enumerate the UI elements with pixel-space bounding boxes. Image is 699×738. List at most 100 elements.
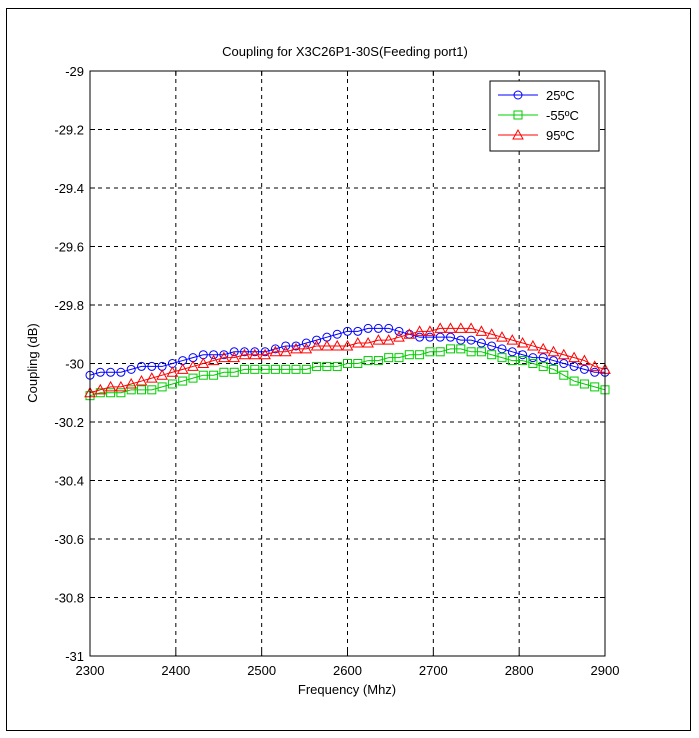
data-point [353,359,363,368]
data-point [147,361,157,371]
data-point [312,361,322,371]
data-point [260,347,270,357]
data-point [454,322,467,333]
data-point [281,364,291,374]
data-point [198,370,208,380]
data-point [578,354,591,366]
data-point [434,322,447,333]
data-point [115,380,127,392]
x-axis-label: Frequency (Mhz) [298,682,396,697]
data-point [382,334,395,345]
data-point [559,359,569,368]
data-point [394,353,404,363]
data-point [590,382,600,392]
data-point [579,364,589,374]
data-point [547,345,560,357]
data-point [240,364,249,374]
data-point [568,351,580,363]
data-point [415,332,425,342]
data-point [229,367,239,377]
data-point [384,353,394,363]
data-point [507,347,517,357]
y-tick-label: -30.4 [54,474,84,489]
data-point [125,377,138,389]
axis-ticks: 2300 2400 2500 2600 2700 2800 2900 -31 -30.8 -30.… [54,64,619,678]
data-point [569,376,579,386]
plot-area-border [89,70,606,657]
legend-label: 95ºC [546,128,575,143]
data-point [250,347,260,357]
data-point [487,350,497,360]
data-point [145,372,158,383]
data-point [341,339,354,351]
data-point [351,336,364,348]
chart-title: Coupling for X3C26P1-30S(Feeding port1) [222,44,468,59]
series-line [89,348,606,397]
data-point [312,335,322,345]
data-point [343,326,352,336]
data-point [549,356,558,366]
data-point [497,344,507,354]
data-point [404,350,414,360]
y-tick-label: -29.4 [54,181,84,196]
data-point [557,348,570,360]
y-tick-label: -31 [65,649,84,664]
data-point [435,332,445,342]
legend-box [489,80,600,152]
y-tick-label: -29 [65,64,84,79]
data-point [106,388,116,398]
data-point [178,376,188,386]
data-point [188,373,198,383]
data-point [187,360,199,371]
data-point [538,353,548,363]
data-point [559,370,569,380]
data-point [516,336,529,348]
data-point [135,375,148,386]
data-point [588,360,601,371]
data-point [435,347,445,357]
data-point [167,379,177,389]
data-point [424,325,436,336]
data-point [228,351,241,363]
legend-label: -55ºC [546,108,579,123]
data-point [393,331,405,342]
x-tick-label: 2400 [161,663,190,678]
data-point [250,364,260,374]
data-point [238,348,251,360]
data-point [331,339,344,351]
series-2 [84,322,611,398]
data-point [425,347,435,357]
data-point [281,341,291,351]
series-line [89,327,606,394]
grid [90,71,605,656]
series-1 [85,344,610,401]
data-point [485,328,498,339]
y-axis-label: Coupling (dB) [25,323,40,403]
data-point [497,353,507,363]
legend-marker [513,110,523,120]
data-point [291,341,301,351]
data-point [506,334,519,345]
data-point [104,380,117,392]
data-point [270,344,280,354]
y-tick-label: -30.6 [54,532,84,547]
data-point [415,350,425,360]
data-point [322,361,332,371]
data-point [229,347,239,357]
data-point [248,348,261,360]
data-point [290,342,302,354]
data-point [106,367,116,377]
data-point [126,364,136,374]
data-point [446,344,455,354]
data-point [270,364,280,374]
data-point [569,361,579,371]
x-tick-label: 2600 [333,663,362,678]
data-point [527,339,539,351]
series-group [84,322,611,401]
legend-marker [512,128,524,140]
data-point [147,385,157,395]
data-point [456,344,466,354]
data-point [269,345,282,357]
data-point [363,356,373,366]
